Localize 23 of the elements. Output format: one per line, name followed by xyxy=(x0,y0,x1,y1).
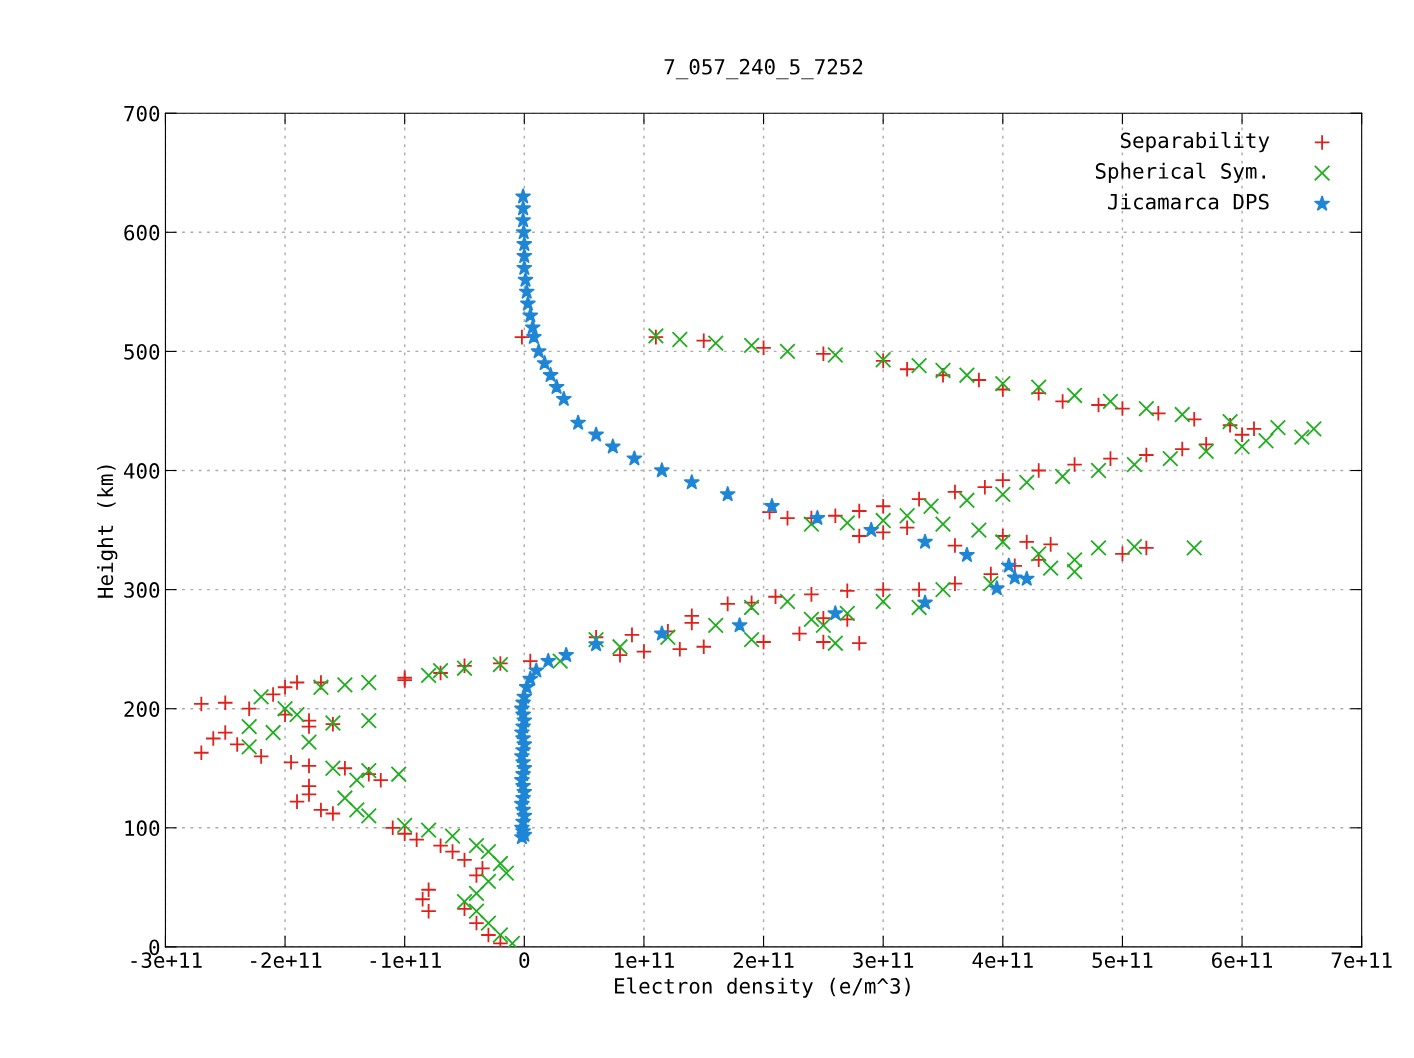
x-tick-label: 5e+11 xyxy=(1092,952,1153,969)
chart-title: 7_057_240_5_7252 xyxy=(664,58,863,80)
x-tick-label: 7e+11 xyxy=(1331,952,1392,969)
x-tick-label: 1e+11 xyxy=(615,952,674,969)
legend-label: Spherical Sym. xyxy=(1095,162,1266,183)
x-tick-label: 3e+11 xyxy=(853,952,914,969)
y-tick-label: 100 xyxy=(125,820,160,837)
legend-label: Jicamarca DPS xyxy=(1108,193,1269,210)
x-axis-title: Electron density (e/m^3) xyxy=(615,977,910,998)
y-tick-label: 400 xyxy=(123,463,160,479)
x-tick-label: 0 xyxy=(519,952,530,969)
y-tick-label: 600 xyxy=(124,224,160,241)
y-tick-label: 300 xyxy=(124,582,160,598)
x-tick-label: 4e+11 xyxy=(972,952,1033,969)
x-tick-label: 2e+11 xyxy=(733,952,794,969)
y-tick-label: 700 xyxy=(124,105,160,122)
y-axis-title: Height (km) xyxy=(97,465,118,598)
x-tick-label: 6e+11 xyxy=(1212,952,1272,969)
x-tick-label: -1e+11 xyxy=(370,952,441,969)
x-tick-label: -2e+11 xyxy=(251,952,322,969)
y-tick-label: 500 xyxy=(124,343,160,360)
y-tick-label: 200 xyxy=(124,701,160,717)
legend-label: Separability xyxy=(1120,131,1270,153)
